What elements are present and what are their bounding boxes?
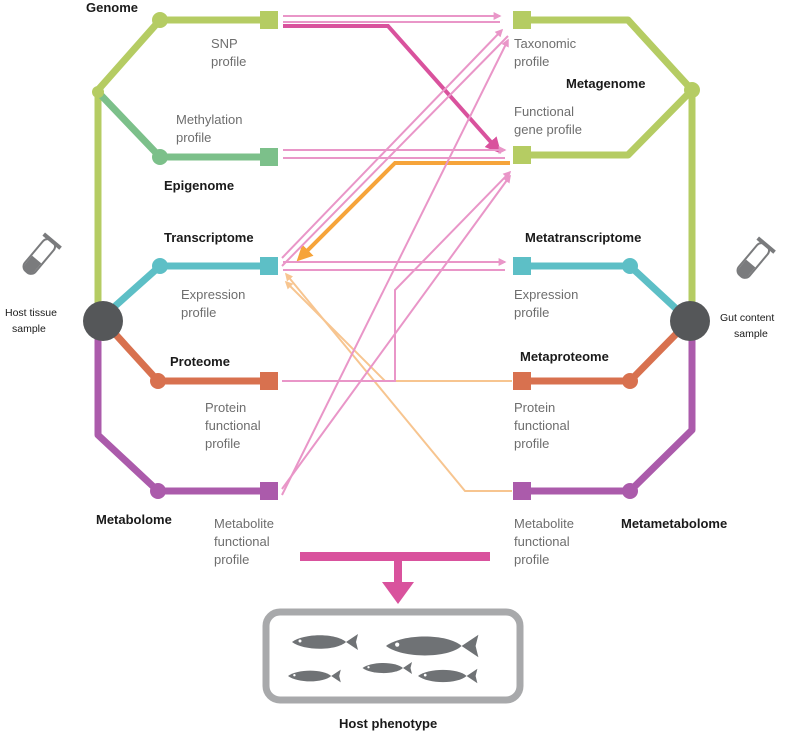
functional-gene-label-line1: Functional	[514, 104, 574, 119]
phenotype-bar	[300, 552, 490, 561]
taxonomic-label-line2: profile	[514, 54, 549, 69]
host-sample-label-line1: Host tissue	[5, 307, 57, 319]
metametabolome-line	[528, 328, 696, 495]
link-protein-functional	[282, 170, 512, 382]
metabolome-label: Metabolome	[96, 512, 172, 527]
meta-metabolite-label-line3: profile	[514, 552, 549, 567]
expression-profile-node	[260, 257, 278, 275]
epigenome-node	[152, 149, 168, 165]
metabolite-label-line3: profile	[214, 552, 249, 567]
link-metabolite-taxonomic	[281, 38, 509, 496]
meta-protein-label-line3: profile	[514, 436, 549, 451]
metabolite-label-line2: functional	[214, 534, 270, 549]
methylation-label-line1: Methylation	[176, 112, 242, 127]
fish-icon	[292, 634, 358, 650]
meta-protein-node	[513, 372, 531, 390]
gut-nodes	[513, 11, 710, 500]
meta-metabolite-node	[513, 482, 531, 500]
metagenome-line	[528, 16, 696, 318]
protein-profile-node	[260, 372, 278, 390]
taxonomic-profile-node	[513, 11, 531, 29]
fish-icon	[418, 668, 478, 684]
functional-gene-node	[513, 146, 531, 164]
meta-metabolite-label-line2: functional	[514, 534, 570, 549]
methylation-label-line2: profile	[176, 130, 211, 145]
metabolite-label-line1: Metabolite	[214, 516, 274, 531]
metaproteome-node	[622, 373, 638, 389]
phenotype-arrow	[382, 582, 414, 604]
host-nodes	[83, 11, 278, 500]
cross-links	[281, 12, 512, 496]
fish-icon	[386, 634, 479, 658]
link-metaprotein-expression	[284, 280, 512, 382]
gut-tube-icon	[736, 236, 776, 279]
link-snp-functional-strong	[283, 24, 502, 154]
phenotype-stem	[394, 558, 402, 586]
phenotype-frame	[262, 608, 524, 704]
meta-protein-label-line1: Protein	[514, 400, 555, 415]
meta-metabolite-label-line1: Metabolite	[514, 516, 574, 531]
link-metametabolite-expression	[284, 272, 512, 492]
host-hub	[83, 301, 123, 341]
host-phenotype-label: Host phenotype	[339, 716, 437, 731]
metabolite-profile-node	[260, 482, 278, 500]
functional-gene-label-line2: gene profile	[514, 122, 582, 137]
genome-junction	[92, 86, 104, 98]
proteome-node	[150, 373, 166, 389]
protein-label-line3: profile	[205, 436, 240, 451]
host-sample-label-line2: sample	[12, 323, 46, 335]
link-metabolite-functional	[281, 174, 511, 490]
metagenome-junction	[684, 82, 700, 98]
metametabolome-node	[622, 483, 638, 499]
gut-hub	[670, 301, 710, 341]
metaproteome-label: Metaproteome	[520, 349, 609, 364]
metabolome-line	[94, 326, 268, 495]
meta-expression-label-line1: Expression	[514, 287, 578, 302]
link-functional-expression-strong	[296, 161, 510, 262]
genome-node	[152, 12, 168, 28]
snp-label-line2: profile	[211, 54, 246, 69]
epigenome-label: Epigenome	[164, 178, 234, 193]
protein-label-line2: functional	[205, 418, 261, 433]
expression-label-line1: Expression	[181, 287, 245, 302]
expression-label-line2: profile	[181, 305, 216, 320]
gut-sample-label-line1: Gut content	[720, 312, 774, 324]
snp-profile-node	[260, 11, 278, 29]
fish-icon	[288, 669, 341, 683]
transcriptome-node	[152, 258, 168, 274]
metabolome-node	[150, 483, 166, 499]
protein-label-line1: Protein	[205, 400, 246, 415]
metatranscriptome-node	[622, 258, 638, 274]
metametabolome-label: Metametabolome	[621, 516, 727, 531]
meta-expression-node	[513, 257, 531, 275]
fish-icon	[362, 662, 412, 674]
metatranscriptome-label: Metatranscriptome	[525, 230, 641, 245]
meta-expression-label-line2: profile	[514, 305, 549, 320]
taxonomic-label-line1: Taxonomic	[514, 36, 577, 51]
metagenome-label: Metagenome	[566, 76, 645, 91]
genome-line	[94, 16, 268, 320]
proteome-label: Proteome	[170, 354, 230, 369]
genome-label: Genome	[86, 0, 138, 15]
transcriptome-label: Transcriptome	[164, 230, 254, 245]
snp-label-line1: SNP	[211, 36, 238, 51]
gut-sample-label-line2: sample	[734, 328, 768, 340]
methylation-profile-node	[260, 148, 278, 166]
host-tube-icon	[22, 232, 62, 275]
link-expression-taxonomic	[281, 28, 504, 259]
meta-protein-label-line2: functional	[514, 418, 570, 433]
metagenome-branch-line	[528, 87, 695, 159]
